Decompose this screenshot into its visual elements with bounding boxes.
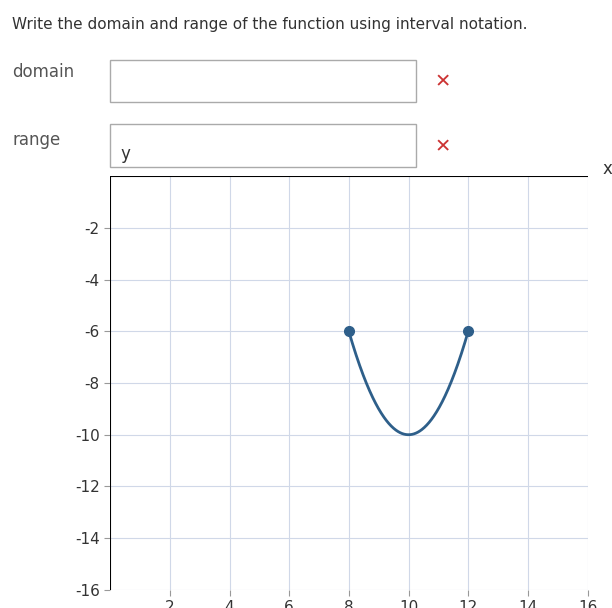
FancyBboxPatch shape <box>110 124 416 167</box>
Text: ✕: ✕ <box>435 137 451 156</box>
Text: Write the domain and range of the function using interval notation.: Write the domain and range of the functi… <box>12 17 528 32</box>
Text: domain: domain <box>12 63 75 80</box>
Text: y: y <box>120 145 130 164</box>
FancyBboxPatch shape <box>110 60 416 102</box>
Text: x: x <box>602 159 612 178</box>
Text: range: range <box>12 131 61 148</box>
Text: ✕: ✕ <box>435 72 451 91</box>
